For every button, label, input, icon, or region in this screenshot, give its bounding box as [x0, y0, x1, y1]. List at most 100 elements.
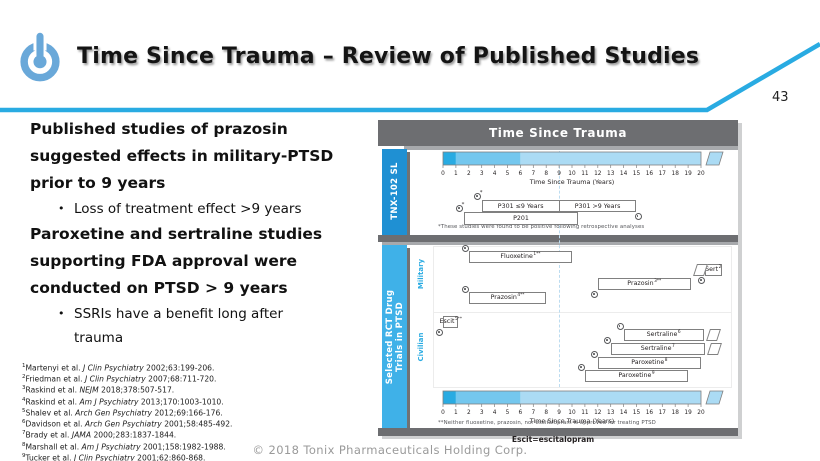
study-marker-icon	[697, 277, 705, 284]
trial-box-p201: P201	[463, 212, 579, 225]
study-marker-icon	[461, 245, 469, 252]
bullet-loss-of-effect: • Loss of treatment effect >9 years	[58, 197, 382, 221]
axis-tick-label: 16	[646, 171, 654, 177]
axis-tick-label: 17	[659, 410, 667, 416]
sidebar-label-tnx102sl: TNX-102 SL	[390, 162, 400, 220]
axis-tick-label: 2	[467, 410, 471, 416]
page-number: 43	[772, 90, 789, 105]
axis-tick-label: 13	[607, 171, 615, 177]
axis-tick-label: 0	[441, 410, 445, 416]
study-marker-icon	[616, 323, 624, 330]
axis-tick-label: 16	[646, 410, 654, 416]
axis-title: Time Since Trauma (Years)	[529, 178, 615, 186]
group-label-military: Military	[417, 258, 425, 290]
axis-tick-label: 12	[594, 410, 602, 416]
reference-item: 3Raskind et al. NEJM 2018;378:507-517.	[22, 385, 175, 395]
study-box-sertraline-6: Sertraline6	[623, 329, 704, 341]
axis-tick-label: 13	[607, 410, 615, 416]
trial-box-label: P301 >9 Years	[558, 201, 636, 211]
axis-bar-segment	[455, 391, 521, 404]
axis-tick-label: 12	[594, 171, 602, 177]
axis-tick-label: 9	[557, 171, 561, 177]
axis-tick-label: 8	[544, 410, 548, 416]
axis-tick-label: 6	[519, 410, 523, 416]
study-box-label: Sertraline7	[640, 344, 675, 353]
reference-item: 4Raskind et al. Am J Psychiatry 2013;170…	[22, 396, 224, 407]
axis-tick-label: 6	[519, 171, 523, 177]
study-marker-icon	[461, 286, 469, 293]
trial-box-label: P201	[513, 215, 529, 222]
study-box-escit-5: Escit5**	[440, 316, 462, 328]
axis-tick-label: 20	[697, 171, 705, 177]
time-since-trauma-chart: Time Since Trauma TNX-102 SL Selected RC…	[378, 120, 738, 436]
axis-tick-label: 5	[506, 410, 510, 416]
bullet-ssri-benefit: • SSRIs have a benefit long after trauma	[58, 302, 382, 350]
reference-item: 5Shalev et al. Arch Gen Psychiatry 2012;…	[22, 407, 223, 418]
study-box-paroxetine-8: Paroxetine8	[597, 357, 701, 369]
axis-tick-label: 11	[581, 410, 589, 416]
axis-bar-segment	[455, 152, 521, 165]
axis-break-piece	[705, 151, 724, 166]
axis-tick-label: 5	[506, 171, 510, 177]
study-box-prazosin-4: Prazosin4**	[468, 292, 547, 304]
axis-tick-label: 2	[467, 171, 471, 177]
axis-tick-label: 20	[697, 410, 705, 416]
header-shadow-strip	[404, 146, 738, 150]
study-box-prazosin-3: Prazosin3**	[597, 278, 691, 290]
timeline-axis-top: 0 1 2 3 4 5 6 7 8 9 10 11 12 13 14 15 16 17 18 19 20 Time Sin…	[438, 151, 738, 192]
axis-tick-label: 0	[441, 171, 445, 177]
axis-tick-label: 14	[620, 171, 628, 177]
military-civilian-divider	[433, 312, 731, 313]
axis-tick-label: 17	[659, 171, 667, 177]
axis-title: Time Since Trauma (Years)	[529, 417, 615, 425]
axis-tick-label: 11	[581, 171, 589, 177]
reference-item: 8Marshall et al. Am J Psychiatry 2001;15…	[22, 441, 226, 452]
study-box-label: Fluoxetine1**	[500, 252, 541, 261]
study-box-label: Sertraline6	[646, 330, 681, 339]
axis-tick-label: 15	[633, 171, 641, 177]
reference-item: 2Friedman et al. J Clin Psychiatry 2007;…	[22, 374, 217, 384]
study-marker-icon	[603, 337, 611, 344]
study-marker-icon	[590, 291, 598, 298]
bullet-dot-icon: •	[58, 307, 65, 320]
axis-tick-label: 8	[544, 171, 548, 177]
axis-tick-label: 10	[568, 171, 576, 177]
axis-tick-label: 4	[493, 410, 497, 416]
axis-tick-label: 15	[633, 410, 641, 416]
tonix-logo-icon	[20, 32, 60, 82]
panel-bottom-bar	[378, 428, 738, 436]
study-box-label: Escit5**	[439, 317, 462, 326]
study-marker-icon: *	[473, 190, 482, 200]
axis-tick-label: 18	[672, 410, 680, 416]
axis-tick-label: 7	[531, 171, 535, 177]
reference-list: 1Martenyi et al. J Clin Psychiatry 2002;…	[22, 362, 352, 461]
study-box-label: Paroxetine9	[618, 371, 655, 380]
slide-title: Time Since Trauma – Review of Published …	[77, 44, 700, 69]
sidebar-label-rct-trials: Selected RCT Drug Trials in PTSD	[385, 289, 405, 385]
chart-header: Time Since Trauma	[378, 120, 738, 146]
study-box-label: Prazosin4**	[490, 293, 525, 302]
sidebar-band-tnx102sl	[382, 149, 407, 235]
reference-item: 6Davidson et al. Arch Gen Psychiatry 200…	[22, 419, 233, 429]
axis-tick-label: 1	[454, 171, 458, 177]
axis-tick-label: 7	[531, 410, 535, 416]
axis-tick-label: 3	[480, 410, 484, 416]
axis-tick-label: 4	[493, 171, 497, 177]
study-box-label: Paroxetine8	[631, 358, 668, 367]
study-marker-icon	[590, 351, 598, 358]
axis-tick-label: 10	[568, 410, 576, 416]
axis-tick-label: 18	[672, 171, 680, 177]
reference-item: 9Tucker et al. J Clin Psychiatry 2001;62…	[22, 452, 206, 461]
study-marker-icon	[634, 213, 642, 220]
footnote-retrospective: *These studies were found to be positive…	[438, 224, 645, 230]
legend-note: Escit=escitalopram	[511, 435, 595, 444]
section-separator	[378, 235, 738, 242]
axis-tick-label: 14	[620, 410, 628, 416]
study-marker-icon: *	[455, 202, 464, 212]
bullet-dot-icon: •	[58, 202, 65, 215]
year9-reference-line	[559, 151, 560, 387]
trial-box-p301: P301 ≤9 Years P301 >9 Years	[481, 200, 637, 212]
copyright: © 2018 Tonix Pharmaceuticals Holding Cor…	[252, 443, 528, 457]
